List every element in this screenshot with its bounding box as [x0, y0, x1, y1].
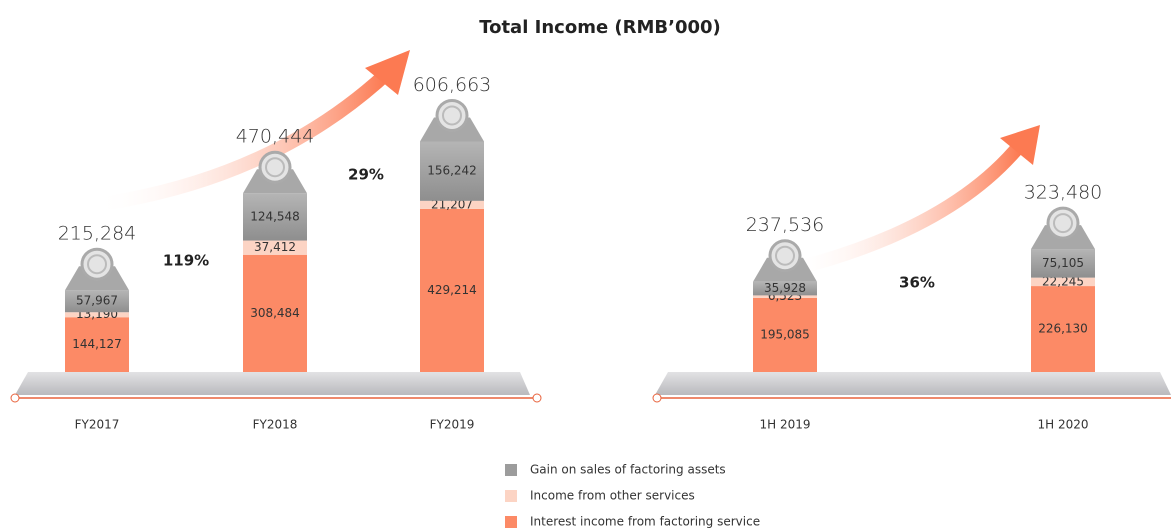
value-label: 22,245 [1042, 274, 1084, 288]
value-label: 57,967 [76, 294, 118, 308]
chart-title: Total Income (RMB’000) [479, 17, 721, 38]
bar-segment [420, 200, 484, 209]
bar-segment [753, 297, 817, 372]
growth-label: 36% [899, 274, 935, 292]
x-tick-label: 1H 2020 [1037, 418, 1088, 432]
x-tick-label: FY2018 [253, 418, 298, 432]
legend-label: Gain on sales of factoring assets [530, 463, 726, 477]
growth-arrow [94, 69, 390, 212]
value-label: 226,130 [1038, 322, 1088, 336]
value-label: 144,127 [72, 337, 122, 351]
value-label: 124,548 [250, 209, 300, 223]
value-label: 156,242 [427, 164, 477, 178]
baseline-end [532, 393, 542, 403]
total-label: 323,480 [1024, 182, 1103, 204]
bar-segment [420, 208, 484, 372]
x-tick-label: FY2019 [430, 418, 475, 432]
legend-swatch [505, 464, 517, 476]
total-label: 215,284 [58, 223, 137, 245]
bar-segment [753, 295, 817, 298]
value-label: 429,214 [427, 283, 477, 297]
platform [15, 372, 530, 395]
bar-segment [65, 290, 129, 313]
value-label: 308,484 [250, 306, 300, 320]
legend-swatch [505, 490, 517, 502]
coin [80, 247, 114, 281]
coin [258, 150, 292, 184]
coin [435, 98, 469, 132]
coin-inner [442, 105, 462, 126]
arrow-head [1000, 125, 1040, 165]
bar-segment [1031, 286, 1095, 372]
legend-label: Income from other services [530, 489, 695, 503]
legend-swatch [505, 516, 517, 528]
baseline-end [652, 393, 662, 403]
legend-label: Interest income from factoring service [530, 515, 760, 529]
coin-inner [87, 254, 107, 275]
platform [655, 372, 1171, 395]
bar-segment [1031, 249, 1095, 278]
value-label: 37,412 [254, 240, 296, 254]
growth-label: 119% [163, 252, 209, 270]
bar-segment [420, 141, 484, 201]
value-label: 21,207 [431, 197, 473, 211]
baseline-end [10, 393, 20, 403]
x-tick-label: FY2017 [75, 418, 120, 432]
arrow-head [365, 50, 410, 95]
coin-inner [1053, 213, 1073, 234]
bar-segment [1031, 277, 1095, 287]
value-label: 35,928 [764, 281, 806, 295]
bar-segment [65, 312, 129, 318]
total-label: 470,444 [236, 126, 315, 148]
value-label: 75,105 [1042, 256, 1084, 270]
growth-arrow [788, 140, 1026, 277]
bar-segment [753, 281, 817, 296]
x-tick-label: 1H 2019 [759, 418, 810, 432]
bar-segment [65, 317, 129, 372]
growth-label: 29% [348, 166, 384, 184]
coin [1046, 206, 1080, 240]
total-label: 237,536 [746, 214, 825, 236]
value-label: 195,085 [760, 327, 810, 341]
coin-inner [265, 157, 285, 178]
coin-inner [775, 245, 795, 266]
bar-segment [243, 254, 307, 372]
bar-segment [243, 240, 307, 255]
coin [768, 239, 802, 273]
bar-segment [243, 193, 307, 241]
total-label: 606,663 [413, 74, 492, 96]
